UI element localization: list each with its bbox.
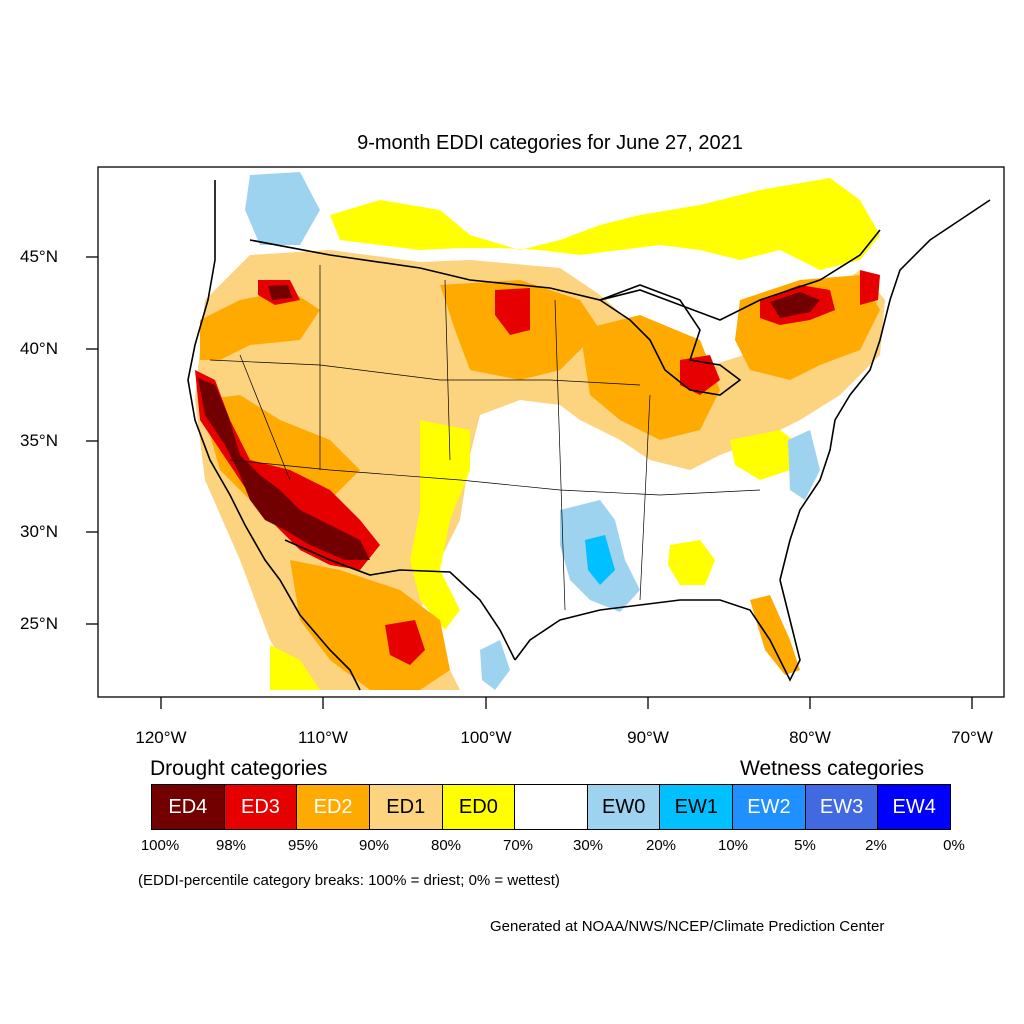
atlantic-coastline xyxy=(779,199,991,581)
legend-ew3: EW3 xyxy=(805,785,879,829)
pacific-coastline xyxy=(187,180,361,691)
legend-ew0-label: EW0 xyxy=(601,795,646,818)
pct-80: 80% xyxy=(430,837,462,854)
legend-ew2-label: EW2 xyxy=(747,795,791,818)
lat-label-35: 35°N xyxy=(20,431,58,450)
legend-ed2-label: ED2 xyxy=(313,795,353,818)
legend-ew4-label: EW4 xyxy=(892,795,936,818)
legend-ed1: ED1 xyxy=(369,785,443,829)
ed0-field xyxy=(270,178,880,690)
legend-ew4: EW4 xyxy=(878,785,951,829)
legend-ew2: EW2 xyxy=(733,785,806,829)
legend-ed4-label: ED4 xyxy=(168,795,208,818)
boundaries xyxy=(187,180,991,691)
canada-border xyxy=(249,229,881,321)
pct-30: 30% xyxy=(572,837,604,854)
legend-ed1-label: ED1 xyxy=(386,795,426,818)
lat-label-25: 25°N xyxy=(20,614,58,633)
pct-70: 70% xyxy=(502,837,534,854)
legend-ed0: ED0 xyxy=(442,785,516,829)
lat-label-30: 30°N xyxy=(20,522,58,541)
lon-label-120w: 120°W xyxy=(135,728,187,747)
pct-95: 95% xyxy=(287,837,319,854)
pct-5: 5% xyxy=(794,837,816,854)
lon-label-100w: 100°W xyxy=(460,728,512,747)
pct-2: 2% xyxy=(865,837,887,854)
ed4-field xyxy=(198,285,820,560)
lon-label-110w: 110°W xyxy=(298,728,348,747)
mexico-border xyxy=(284,539,516,661)
pct-0: 0% xyxy=(943,837,965,854)
pct-100: 100% xyxy=(140,837,180,854)
lon-label-70w: 70°W xyxy=(951,728,993,747)
legend-ed3-label: ED3 xyxy=(241,795,280,818)
credit-line: Generated at NOAA/NWS/NCEP/Climate Predi… xyxy=(490,918,885,935)
pct-20: 20% xyxy=(645,837,677,854)
legend-neutral xyxy=(515,785,588,829)
legend-ew1-label: EW1 xyxy=(674,795,718,818)
map-title: 9-month EDDI categories for June 27, 202… xyxy=(357,132,743,154)
pct-90: 90% xyxy=(358,837,390,854)
legend-ed0-label: ED0 xyxy=(458,795,498,818)
legend-ed2: ED2 xyxy=(297,785,370,829)
gulf-coastline xyxy=(514,579,801,682)
great-lakes xyxy=(598,284,742,396)
legend-ed4: ED4 xyxy=(152,785,225,829)
legend-colorbar: ED4 ED3 ED2 ED1 ED0 EW0 EW1 EW2 EW3 EW4 xyxy=(151,784,951,830)
lat-label-45: 45°N xyxy=(20,247,58,266)
legend-ew3-label: EW3 xyxy=(819,795,864,818)
map-frame xyxy=(97,166,1005,698)
state-borders xyxy=(209,265,761,611)
ticks xyxy=(86,256,973,709)
lon-label-90w: 90°W xyxy=(627,728,669,747)
wetness-heading: Wetness categories xyxy=(740,757,925,780)
wet-field xyxy=(245,172,820,690)
legend-ed3: ED3 xyxy=(224,785,298,829)
percentile-note: (EDDI-percentile category breaks: 100% =… xyxy=(138,872,560,889)
legend-ew0: EW0 xyxy=(587,785,661,829)
lon-label-80w: 80°W xyxy=(789,728,831,747)
lat-label-40: 40°N xyxy=(20,339,58,358)
pct-98: 98% xyxy=(215,837,247,854)
drought-heading: Drought categories xyxy=(150,757,328,780)
legend-ew1: EW1 xyxy=(660,785,734,829)
pct-10: 10% xyxy=(717,837,749,854)
